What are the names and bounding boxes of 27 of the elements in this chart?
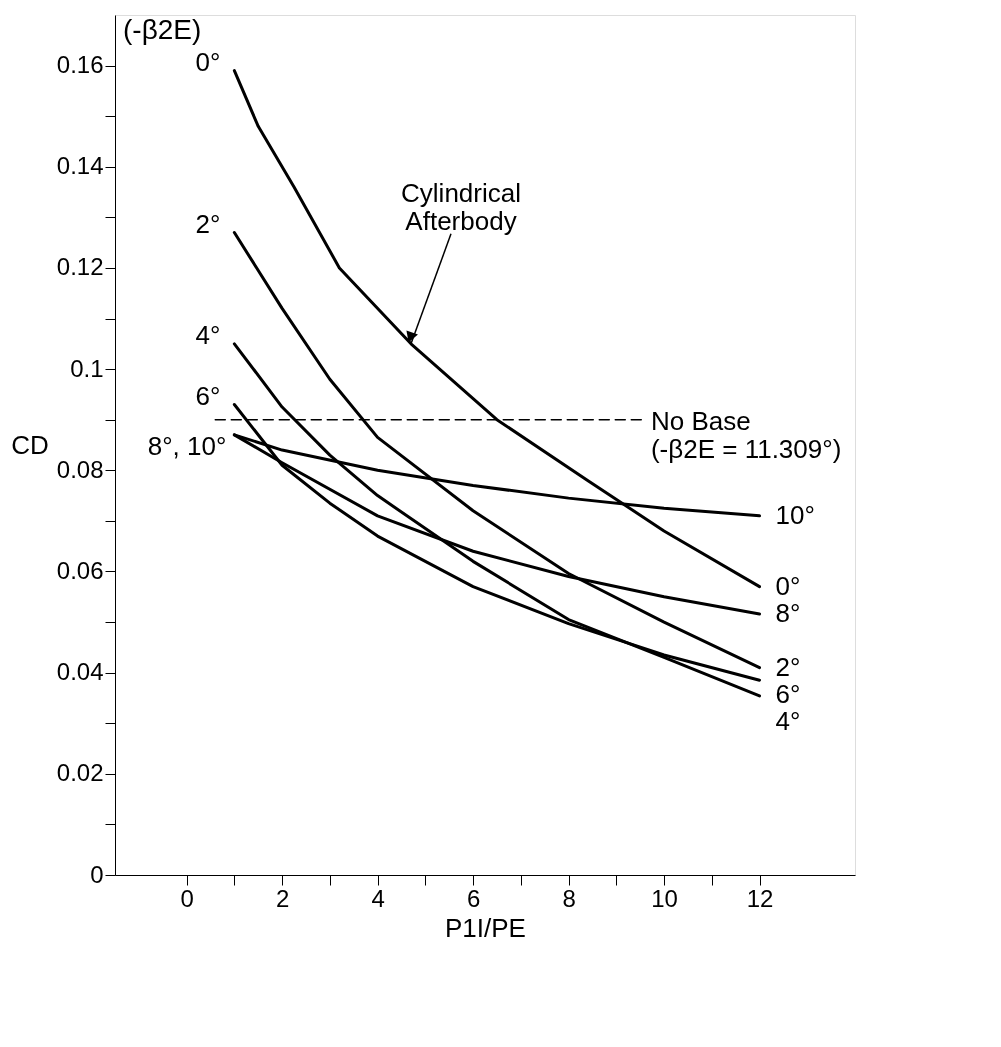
- x-tick-label: 6: [466, 884, 481, 912]
- series-label: 6°: [195, 380, 221, 411]
- y-tick-label: 0.1: [70, 354, 104, 382]
- y-tick-label: 0.04: [56, 658, 104, 686]
- x-tick-label: 2: [275, 884, 290, 912]
- x-tick-label: 12: [746, 884, 774, 912]
- y-tick-label: 0: [90, 860, 104, 888]
- series-label: 10°: [775, 499, 815, 530]
- y-tick-label: 0.06: [56, 556, 104, 584]
- series-label: 2°: [195, 208, 221, 239]
- x-tick-label: 4: [371, 884, 385, 912]
- annotation: 8°, 10°: [147, 430, 227, 461]
- annotation: Cylindrical Afterbody: [401, 177, 521, 236]
- y-tick-label: 0.16: [56, 51, 104, 79]
- series-label: No Base (-β2E = 11.309°): [650, 405, 842, 464]
- x-tick-label: 10: [651, 884, 678, 912]
- x-tick-label: 8: [562, 884, 576, 912]
- series-label: 0°: [195, 46, 221, 77]
- y-tick-label: 0.12: [56, 253, 104, 281]
- legend-title: (-β2E): [123, 14, 202, 45]
- y-tick-label: 0.02: [56, 759, 104, 787]
- x-axis-title: P1I/PE: [445, 912, 526, 943]
- series-label: 4°: [195, 319, 221, 350]
- x-tick-label: 0: [180, 884, 194, 912]
- y-axis-title: CD: [11, 429, 49, 460]
- y-tick-label: 0.14: [56, 152, 104, 180]
- y-tick-label: 0.08: [56, 455, 104, 483]
